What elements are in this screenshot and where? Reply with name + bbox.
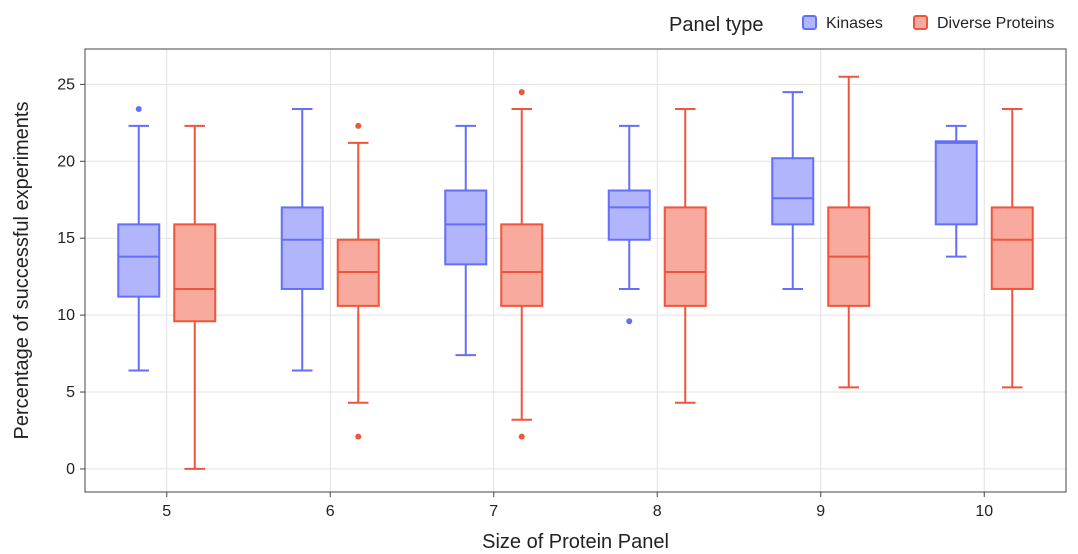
x-axis-ticks: 5 6 7 8 9 10 bbox=[162, 492, 993, 520]
box-iqr bbox=[117, 223, 161, 298]
legend-item-diverse-proteins[interactable]: Diverse Proteins bbox=[913, 15, 1054, 32]
box-iqr bbox=[663, 206, 707, 307]
outlier-point bbox=[355, 433, 362, 440]
legend-item-kinases[interactable]: Kinases bbox=[802, 15, 883, 32]
gridlines bbox=[85, 49, 1066, 492]
box-diverse-proteins-10 bbox=[990, 107, 1034, 389]
box-iqr bbox=[990, 206, 1034, 290]
y-tick-label: 25 bbox=[57, 76, 75, 93]
box-iqr bbox=[500, 223, 544, 307]
outlier-point bbox=[135, 105, 142, 112]
box-kinases-7 bbox=[444, 124, 488, 357]
box-kinases-5 bbox=[117, 105, 161, 372]
box-kinases-9 bbox=[771, 91, 815, 290]
x-tick-label: 6 bbox=[326, 503, 335, 520]
box-marks bbox=[117, 75, 1034, 470]
x-axis-title: Size of Protein Panel bbox=[482, 531, 669, 553]
box-iqr bbox=[280, 206, 324, 290]
box-kinases-6 bbox=[280, 107, 324, 372]
box-diverse-proteins-5 bbox=[173, 124, 217, 470]
x-tick-label: 7 bbox=[489, 503, 498, 520]
x-tick-label: 9 bbox=[816, 503, 825, 520]
legend[interactable]: Panel type Kinases Diverse Proteins bbox=[669, 14, 1054, 36]
outlier-point bbox=[626, 318, 633, 325]
outlier-point bbox=[518, 89, 525, 96]
legend-label-kinases: Kinases bbox=[826, 15, 883, 32]
outlier-point bbox=[355, 122, 362, 129]
box-iqr bbox=[173, 223, 217, 323]
y-tick-label: 5 bbox=[66, 384, 75, 401]
y-axis-title: Percentage of successful experiments bbox=[11, 102, 33, 440]
box-iqr bbox=[934, 140, 978, 226]
legend-label-diverse-proteins: Diverse Proteins bbox=[937, 15, 1054, 32]
legend-swatch-kinases bbox=[802, 15, 817, 30]
box-kinases-8 bbox=[607, 124, 651, 325]
box-diverse-proteins-6 bbox=[336, 122, 380, 440]
box-diverse-proteins-8 bbox=[663, 107, 707, 404]
legend-title: Panel type bbox=[669, 14, 764, 36]
outlier-point bbox=[518, 433, 525, 440]
box-iqr bbox=[771, 157, 815, 226]
x-tick-label: 5 bbox=[162, 503, 171, 520]
x-tick-label: 8 bbox=[653, 503, 662, 520]
x-tick-label: 10 bbox=[975, 503, 993, 520]
y-tick-label: 15 bbox=[57, 230, 75, 247]
legend-swatch-diverse-proteins bbox=[913, 15, 928, 30]
box-diverse-proteins-9 bbox=[827, 75, 871, 389]
y-tick-label: 10 bbox=[57, 307, 75, 324]
box-iqr bbox=[444, 189, 488, 266]
box-kinases-10 bbox=[934, 124, 978, 258]
y-tick-label: 0 bbox=[66, 461, 75, 478]
y-tick-label: 20 bbox=[57, 153, 75, 170]
box-diverse-proteins-7 bbox=[500, 89, 544, 440]
y-axis-ticks: 0 5 10 15 20 25 bbox=[57, 76, 85, 478]
box-iqr bbox=[607, 189, 651, 241]
plot-area-frame bbox=[84, 48, 1067, 493]
